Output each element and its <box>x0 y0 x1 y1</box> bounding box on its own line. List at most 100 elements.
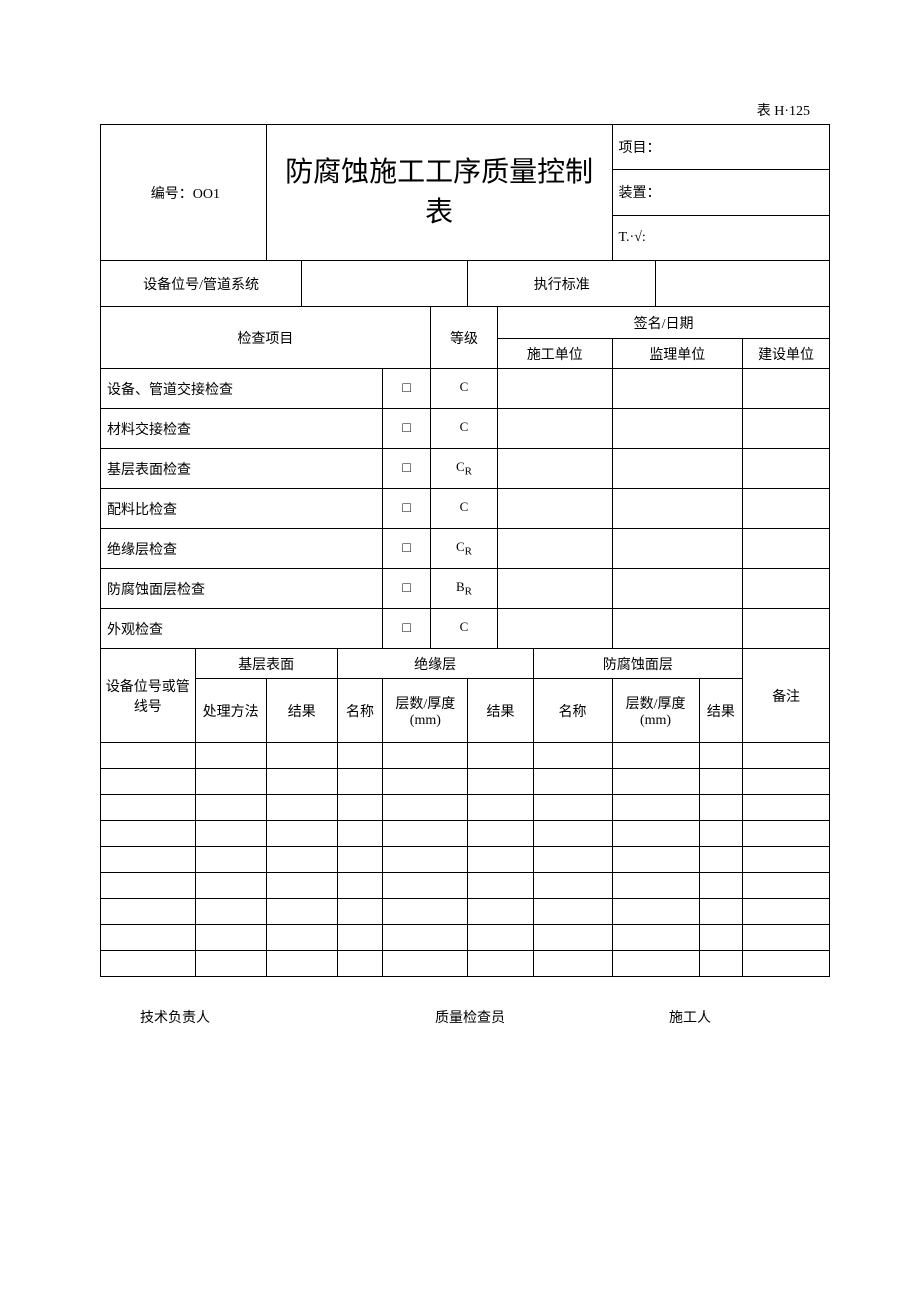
data-cell[interactable] <box>612 769 699 795</box>
data-cell[interactable] <box>195 847 266 873</box>
data-cell[interactable] <box>266 769 337 795</box>
data-cell[interactable] <box>383 925 468 951</box>
sign-build[interactable] <box>743 489 830 529</box>
sign-construction[interactable] <box>498 369 612 409</box>
data-cell[interactable] <box>195 769 266 795</box>
data-cell[interactable] <box>743 743 830 769</box>
data-cell[interactable] <box>468 769 533 795</box>
data-cell[interactable] <box>468 795 533 821</box>
data-cell[interactable] <box>101 743 196 769</box>
check-item-box[interactable]: □ <box>383 409 431 449</box>
data-cell[interactable] <box>533 847 612 873</box>
sign-construction[interactable] <box>498 409 612 449</box>
check-item-box[interactable]: □ <box>383 609 431 649</box>
sign-supervision[interactable] <box>612 409 743 449</box>
data-cell[interactable] <box>101 925 196 951</box>
data-cell[interactable] <box>101 847 196 873</box>
data-cell[interactable] <box>337 821 383 847</box>
data-cell[interactable] <box>101 873 196 899</box>
sign-construction[interactable] <box>498 489 612 529</box>
data-cell[interactable] <box>266 925 337 951</box>
sign-construction[interactable] <box>498 609 612 649</box>
sign-build[interactable] <box>743 409 830 449</box>
data-cell[interactable] <box>468 873 533 899</box>
sign-supervision[interactable] <box>612 529 743 569</box>
data-cell[interactable] <box>699 821 743 847</box>
data-cell[interactable] <box>195 925 266 951</box>
data-cell[interactable] <box>699 899 743 925</box>
data-cell[interactable] <box>101 899 196 925</box>
data-cell[interactable] <box>383 795 468 821</box>
sign-build[interactable] <box>743 369 830 409</box>
data-cell[interactable] <box>612 743 699 769</box>
sign-construction[interactable] <box>498 569 612 609</box>
data-cell[interactable] <box>337 769 383 795</box>
data-cell[interactable] <box>383 821 468 847</box>
data-cell[interactable] <box>612 795 699 821</box>
check-item-box[interactable]: □ <box>383 569 431 609</box>
sign-supervision[interactable] <box>612 369 743 409</box>
data-cell[interactable] <box>337 795 383 821</box>
data-cell[interactable] <box>743 873 830 899</box>
data-cell[interactable] <box>266 847 337 873</box>
sign-supervision[interactable] <box>612 449 743 489</box>
data-cell[interactable] <box>383 951 468 977</box>
sign-construction[interactable] <box>498 529 612 569</box>
data-cell[interactable] <box>612 821 699 847</box>
data-cell[interactable] <box>337 951 383 977</box>
data-cell[interactable] <box>612 925 699 951</box>
sign-supervision[interactable] <box>612 609 743 649</box>
check-item-box[interactable]: □ <box>383 489 431 529</box>
sign-build[interactable] <box>743 449 830 489</box>
data-cell[interactable] <box>195 795 266 821</box>
data-cell[interactable] <box>383 847 468 873</box>
data-cell[interactable] <box>468 821 533 847</box>
check-item-box[interactable]: □ <box>383 369 431 409</box>
data-cell[interactable] <box>699 925 743 951</box>
data-cell[interactable] <box>101 821 196 847</box>
data-cell[interactable] <box>383 873 468 899</box>
data-cell[interactable] <box>337 873 383 899</box>
data-cell[interactable] <box>468 925 533 951</box>
data-cell[interactable] <box>468 951 533 977</box>
data-cell[interactable] <box>533 899 612 925</box>
data-cell[interactable] <box>533 821 612 847</box>
data-cell[interactable] <box>383 743 468 769</box>
data-cell[interactable] <box>101 951 196 977</box>
data-cell[interactable] <box>337 743 383 769</box>
data-cell[interactable] <box>743 821 830 847</box>
data-cell[interactable] <box>266 899 337 925</box>
data-cell[interactable] <box>533 795 612 821</box>
data-cell[interactable] <box>699 743 743 769</box>
sign-construction[interactable] <box>498 449 612 489</box>
data-cell[interactable] <box>699 769 743 795</box>
data-cell[interactable] <box>383 769 468 795</box>
data-cell[interactable] <box>743 899 830 925</box>
sign-supervision[interactable] <box>612 569 743 609</box>
data-cell[interactable] <box>612 899 699 925</box>
data-cell[interactable] <box>195 821 266 847</box>
data-cell[interactable] <box>699 873 743 899</box>
data-cell[interactable] <box>699 795 743 821</box>
check-item-box[interactable]: □ <box>383 449 431 489</box>
data-cell[interactable] <box>699 847 743 873</box>
data-cell[interactable] <box>195 899 266 925</box>
sign-supervision[interactable] <box>612 489 743 529</box>
data-cell[interactable] <box>612 847 699 873</box>
data-cell[interactable] <box>743 769 830 795</box>
data-cell[interactable] <box>468 743 533 769</box>
sign-build[interactable] <box>743 529 830 569</box>
sign-build[interactable] <box>743 609 830 649</box>
data-cell[interactable] <box>266 951 337 977</box>
data-cell[interactable] <box>195 743 266 769</box>
data-cell[interactable] <box>533 873 612 899</box>
data-cell[interactable] <box>533 769 612 795</box>
data-cell[interactable] <box>101 795 196 821</box>
data-cell[interactable] <box>743 795 830 821</box>
data-cell[interactable] <box>699 951 743 977</box>
data-cell[interactable] <box>612 873 699 899</box>
data-cell[interactable] <box>743 847 830 873</box>
data-cell[interactable] <box>266 795 337 821</box>
data-cell[interactable] <box>337 899 383 925</box>
data-cell[interactable] <box>468 847 533 873</box>
